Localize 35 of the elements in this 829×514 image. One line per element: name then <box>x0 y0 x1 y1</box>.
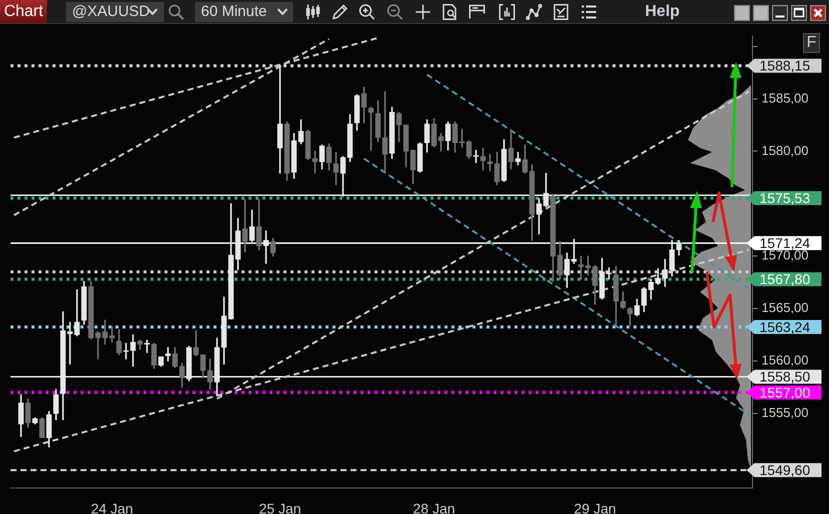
y-tick-label: 1555,00 <box>762 405 808 420</box>
x-tick-label: 25 Jan <box>258 500 302 514</box>
candlestick <box>480 148 486 170</box>
candlestick <box>109 326 115 342</box>
ref-line-label: 1549,60 <box>760 462 810 478</box>
candlestick <box>382 91 388 174</box>
text: Chart <box>4 3 44 20</box>
y-tick-label: 1560,00 <box>762 352 808 368</box>
candlestick <box>95 331 101 360</box>
candlestick <box>368 106 374 150</box>
text: @XAUUSD <box>72 3 150 20</box>
candlestick <box>312 150 318 174</box>
candlestick <box>578 256 584 280</box>
y-tick-label: 1580,00 <box>762 142 808 158</box>
x-tick-label: 24 Jan <box>90 500 134 514</box>
x-tick-label: 29 Jan <box>574 500 616 514</box>
y-tick-label: 1585,00 <box>762 90 808 106</box>
ref-line-label: 1567,80 <box>760 271 810 288</box>
ref-line-label: 1588,15 <box>760 58 810 74</box>
candlestick <box>606 267 612 280</box>
ref-line-label: 1575,53 <box>760 190 810 206</box>
text: F <box>806 34 816 51</box>
candlestick <box>242 199 248 252</box>
ref-line-label: 1557,00 <box>760 384 810 400</box>
text: Help <box>645 3 680 20</box>
candlestick <box>585 256 591 276</box>
ref-line-label: 1571,24 <box>760 234 810 251</box>
ref-line-label: 1558,50 <box>760 368 810 385</box>
candlestick <box>263 230 269 264</box>
x-tick-label: 28 Jan <box>412 500 456 514</box>
y-tick-label: 1565,00 <box>762 300 808 316</box>
candlestick <box>277 64 283 174</box>
text: 60 Minute <box>201 3 267 20</box>
candlestick <box>473 150 479 164</box>
ref-line-label: 1563,24 <box>760 318 810 335</box>
